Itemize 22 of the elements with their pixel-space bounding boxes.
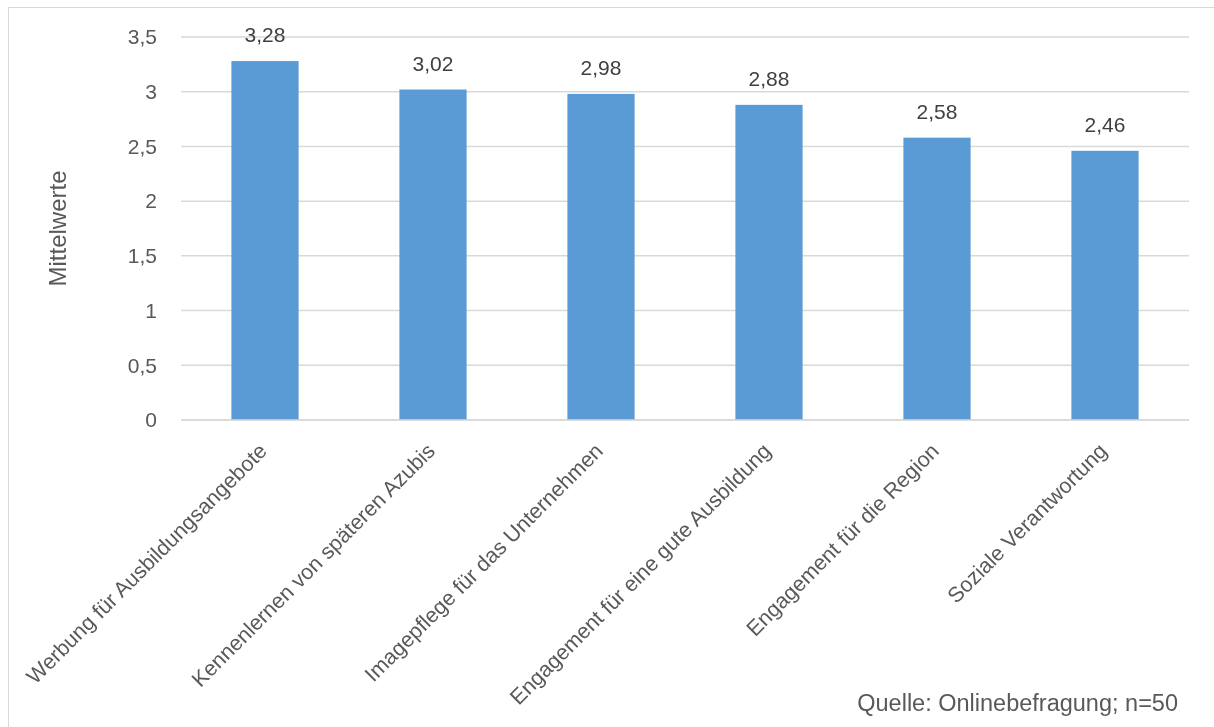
y-tick-label: 0 — [145, 408, 157, 432]
source-note: Quelle: Onlinebefragung; n=50 — [857, 690, 1178, 716]
y-tick-label: 3,5 — [127, 25, 157, 49]
bar — [735, 104, 803, 420]
data-label: 2,98 — [580, 55, 622, 79]
data-label: 2,88 — [748, 66, 790, 90]
bar — [1071, 150, 1139, 420]
y-tick-label: 1 — [145, 298, 157, 322]
data-label: 3,02 — [412, 51, 454, 75]
y-tick-label: 1,5 — [127, 244, 157, 268]
y-tick-label: 3 — [145, 80, 157, 104]
y-tick-label: 0,5 — [127, 353, 157, 377]
y-tick-label: 2,5 — [127, 134, 157, 158]
y-tick-label: 2 — [145, 189, 157, 213]
data-label: 2,46 — [1084, 112, 1126, 136]
bar — [399, 89, 467, 420]
data-label: 2,58 — [916, 99, 958, 123]
bar — [567, 93, 635, 420]
bar — [231, 61, 299, 420]
bar — [903, 137, 971, 420]
data-label: 3,28 — [244, 23, 286, 47]
y-axis-title: Mittelwerte — [44, 170, 72, 287]
